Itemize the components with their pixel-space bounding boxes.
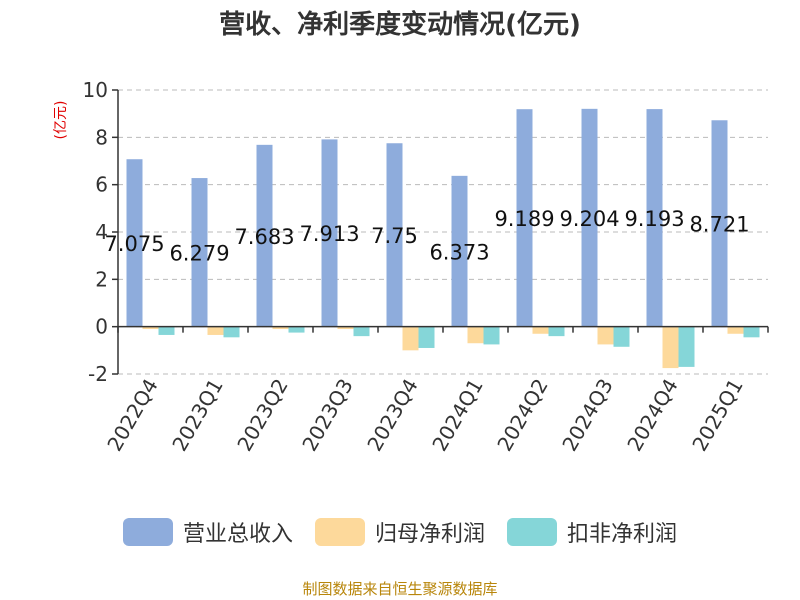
legend-item-deducted-net-profit[interactable]: 扣非净利润 [507,516,677,548]
bar-parent-net-profit[interactable] [272,326,289,330]
bar-revenue[interactable] [256,144,273,327]
legend-label-parent-net-profit: 归母净利润 [374,522,485,547]
x-tick-label: 2023Q4 [362,375,422,456]
y-tick-label: 0 [95,315,108,339]
data-label-revenue: 8.721 [689,212,749,236]
bar-parent-net-profit[interactable] [142,326,159,330]
x-tick-label: 2024Q4 [622,375,682,456]
chart-title: 营收、净利季度变动情况(亿元) [219,10,581,40]
data-label-revenue: 6.373 [429,240,489,264]
bar-revenue[interactable] [451,175,468,327]
bar-deducted-net-profit[interactable] [678,326,695,367]
source-note: 制图数据来自恒生聚源数据库 [302,580,498,598]
y-tick-label: 6 [95,173,108,197]
bar-revenue[interactable] [516,109,533,327]
legend-item-revenue[interactable]: 营业总收入 [122,516,293,548]
data-label-revenue: 7.683 [234,225,294,249]
bar-deducted-net-profit[interactable] [288,326,305,333]
y-tick-label: 2 [95,267,108,291]
bar-deducted-net-profit[interactable] [158,326,175,335]
legend: 营业总收入 归母净利润 扣非净利润 [0,516,800,548]
bar-deducted-net-profit[interactable] [743,326,760,338]
bar-revenue[interactable] [191,178,208,327]
data-label-revenue: 7.913 [299,222,359,246]
legend-label-revenue: 营业总收入 [182,522,293,547]
bar-parent-net-profit[interactable] [207,326,224,335]
legend-swatch-parent-net-profit [314,518,365,546]
legend-item-parent-net-profit[interactable]: 归母净利润 [314,516,485,548]
bar-revenue[interactable] [321,139,338,327]
x-tick-label: 2024Q1 [427,375,487,456]
data-label-revenue: 9.189 [494,207,554,231]
data-label-revenue: 7.075 [104,232,164,256]
bar-deducted-net-profit[interactable] [548,326,565,337]
x-tick-label: 2023Q1 [167,375,227,456]
bar-deducted-net-profit[interactable] [223,326,240,338]
y-tick-label: 8 [95,125,108,149]
bar-parent-net-profit[interactable] [727,326,744,334]
y-tick-label: 10 [83,78,108,102]
y-tick-label: 4 [95,220,108,244]
bar-revenue[interactable] [126,159,143,327]
bar-deducted-net-profit[interactable] [613,326,630,347]
bar-parent-net-profit[interactable] [597,326,614,345]
data-label-revenue: 7.75 [371,224,418,248]
bar-revenue[interactable] [386,143,403,327]
x-tick-label: 2024Q3 [557,375,617,456]
data-label-revenue: 6.279 [169,241,229,265]
x-tick-label: 2022Q4 [102,375,162,456]
bar-parent-net-profit[interactable] [662,326,679,369]
bar-parent-net-profit[interactable] [402,326,419,351]
y-tick-label: -2 [88,362,108,386]
x-tick-label: 2023Q2 [232,375,292,456]
bar-parent-net-profit[interactable] [532,326,549,334]
bar-revenue[interactable] [646,109,663,327]
data-label-revenue: 9.193 [624,207,684,231]
legend-label-deducted-net-profit: 扣非净利润 [567,522,678,547]
bar-deducted-net-profit[interactable] [353,326,370,337]
bar-parent-net-profit[interactable] [467,326,484,344]
bar-deducted-net-profit[interactable] [483,326,500,345]
x-tick-label: 2023Q3 [297,375,357,456]
bar-revenue[interactable] [581,108,598,327]
legend-swatch-deducted-net-profit [507,518,557,546]
bar-parent-net-profit[interactable] [337,326,354,330]
bar-layer [126,108,760,369]
bar-deducted-net-profit[interactable] [418,326,435,348]
bar-revenue[interactable] [711,120,728,327]
x-tick-label: 2025Q1 [687,375,747,456]
legend-swatch-revenue [122,518,173,546]
x-tick-label: 2024Q2 [492,375,552,456]
data-label-revenue: 9.204 [559,207,619,231]
